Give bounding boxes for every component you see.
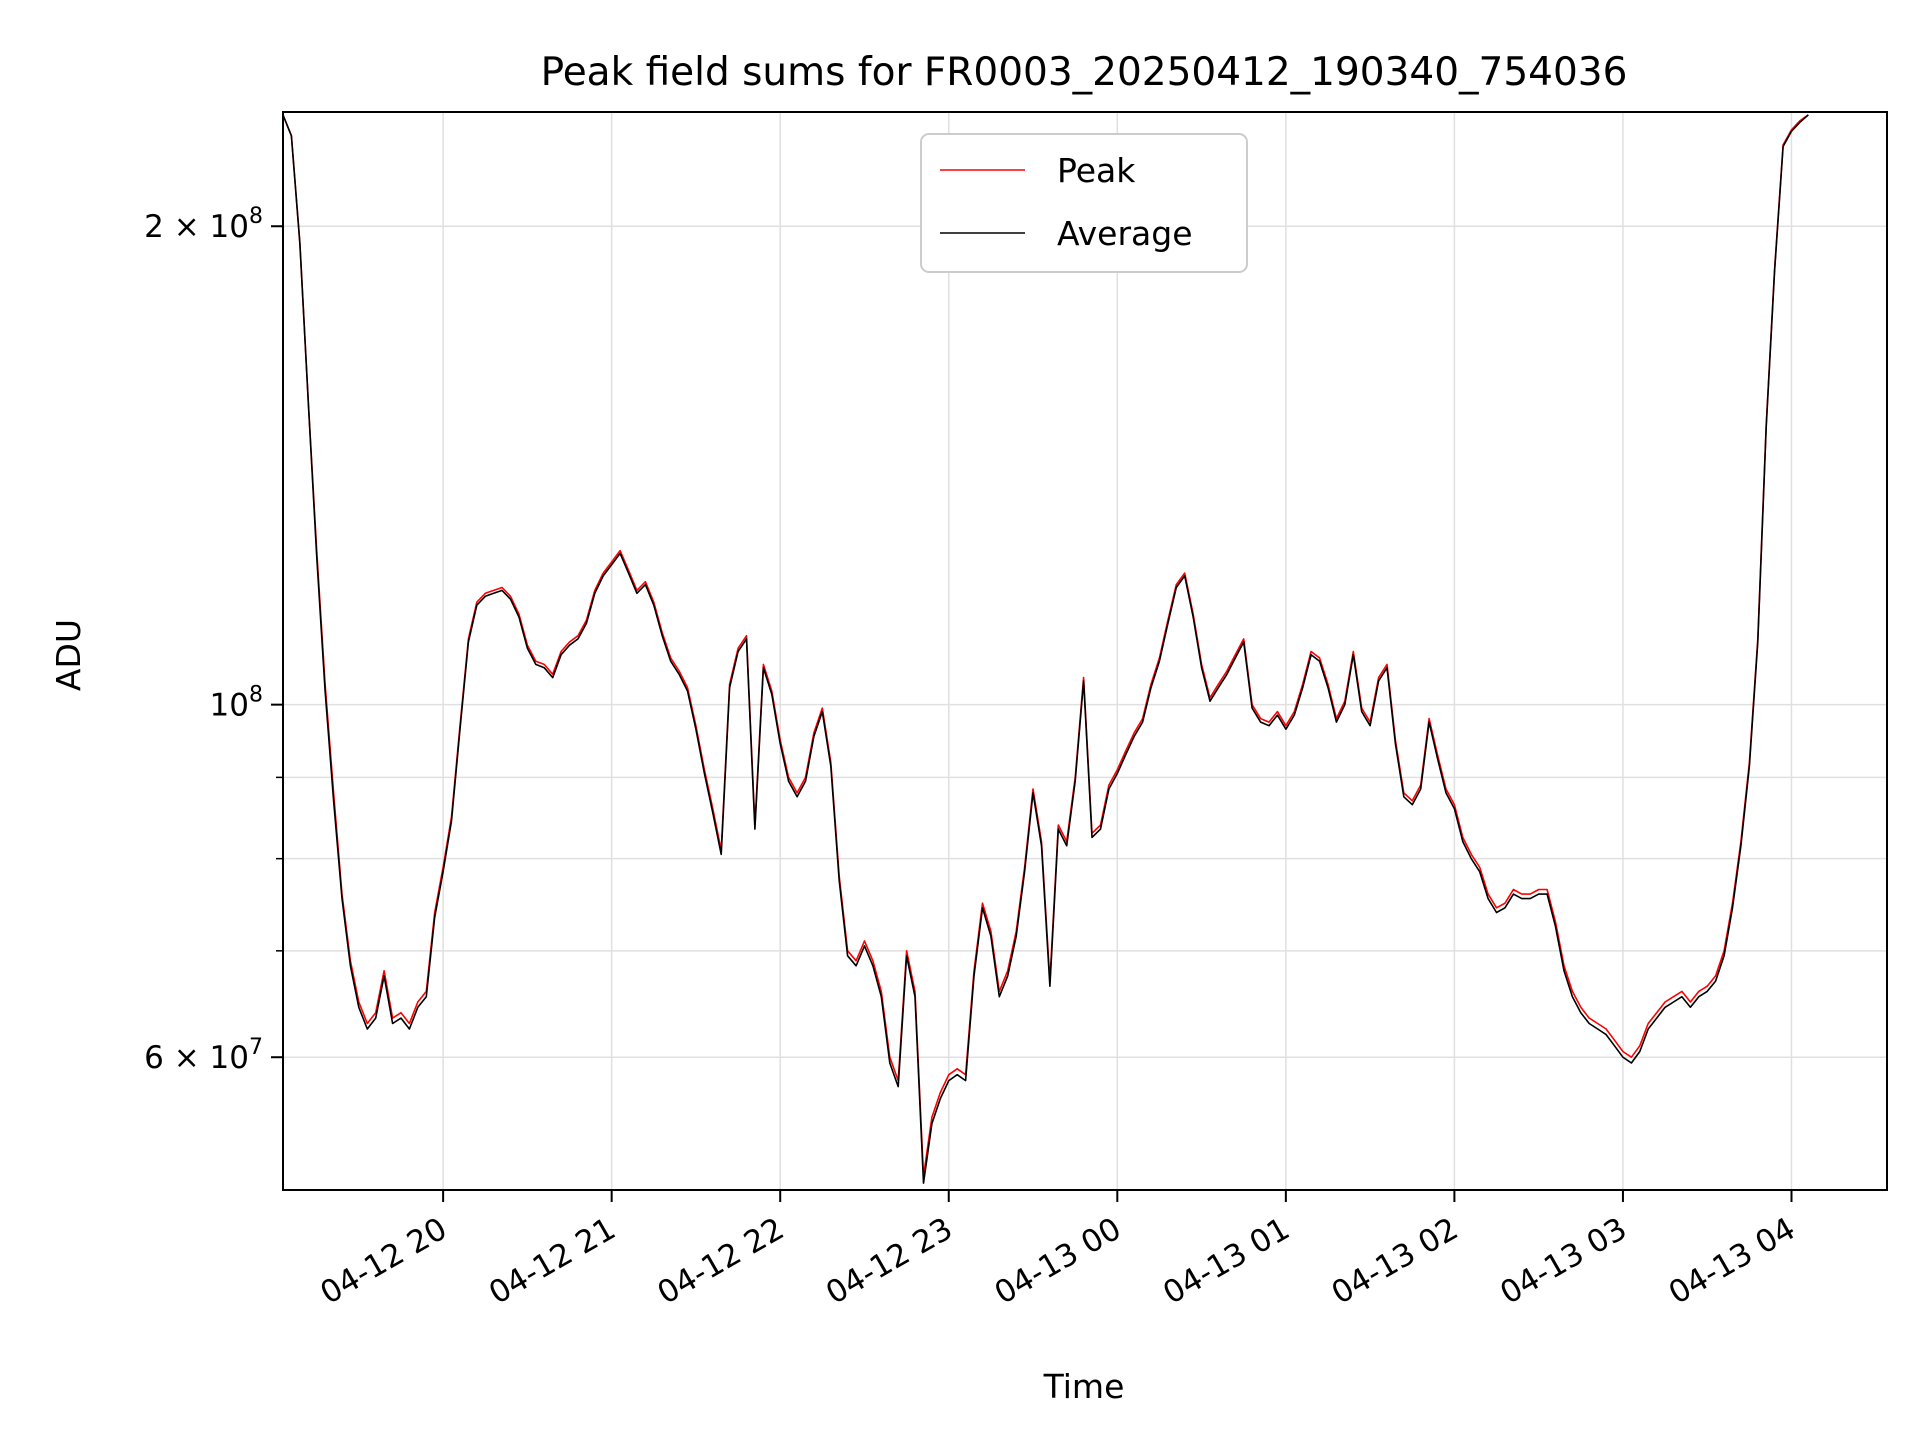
y-tick-label: 6 × 107 (144, 1035, 263, 1076)
plot-frame (282, 111, 1888, 1191)
legend: Peak Average (920, 133, 1248, 273)
x-axis-label: Time (1043, 1367, 1125, 1406)
legend-label-peak: Peak (1057, 151, 1136, 190)
chart-title: Peak field sums for FR0003_20250412_1903… (541, 50, 1628, 95)
legend-frame (920, 133, 1248, 273)
y-axis-label: ADU (49, 619, 88, 691)
legend-label-average: Average (1057, 214, 1193, 253)
series-line-average (283, 114, 1809, 1184)
y-tick-label: 108 (210, 683, 263, 724)
y-tick-label: 2 × 108 (144, 204, 263, 245)
